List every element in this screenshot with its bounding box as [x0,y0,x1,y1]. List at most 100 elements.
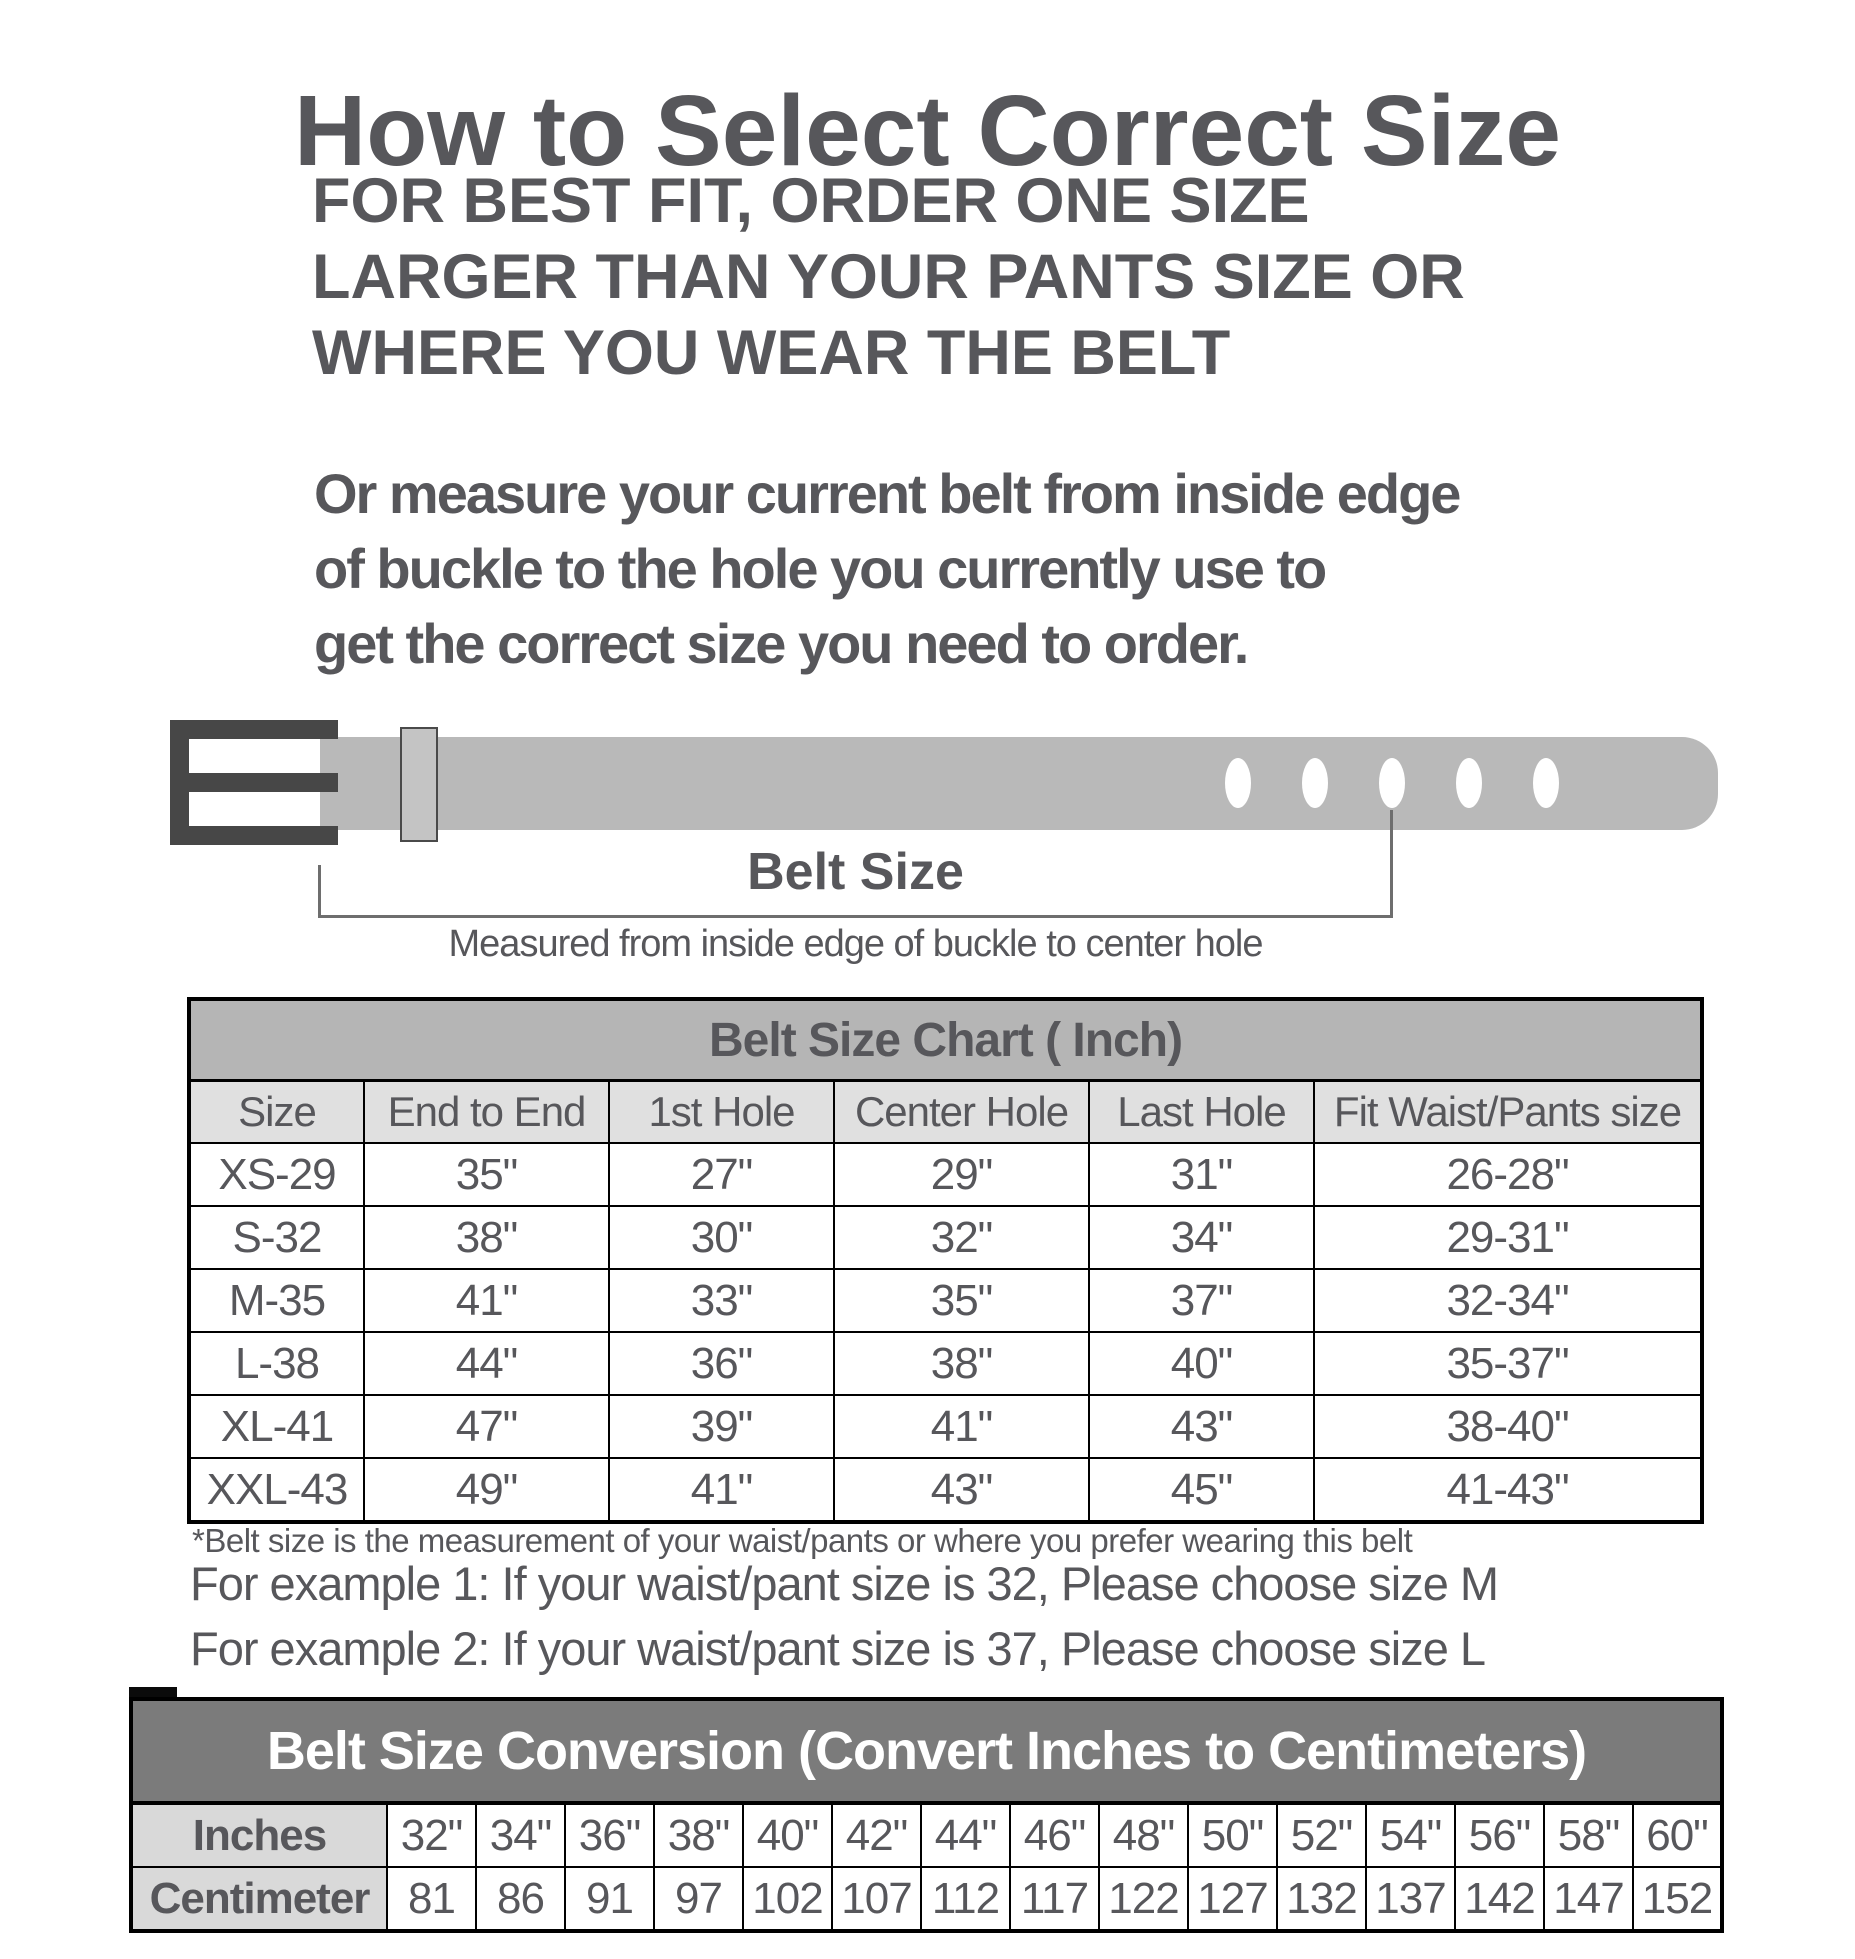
inches-cell: 38" [653,1802,744,1868]
chart-cell: 43" [833,1457,1090,1523]
page-title: How to Select Correct Size [294,75,1561,187]
centimeter-cell: 112 [920,1866,1011,1932]
inches-cell: 48" [1098,1802,1189,1868]
size-row-xl: XL-41 47" 39" 41" 43" 38-40" [188,1394,1704,1459]
centimeter-cell: 132 [1276,1866,1367,1932]
belt-hole [1302,758,1328,808]
inches-cell: 44" [920,1802,1011,1868]
example-2: For example 2: If your waist/pant size i… [190,1622,1486,1675]
chart-cell: M-35 [188,1268,365,1333]
table-corner-mark [129,1687,177,1699]
chart-footnote: *Belt size is the measurement of your wa… [192,1522,1413,1559]
column-header-end-to-end: End to End [363,1079,610,1144]
chart-cell: 45" [1088,1457,1315,1523]
measure-line [318,915,1393,918]
centimeter-cell: 102 [742,1866,833,1932]
chart-cell: 41" [608,1457,835,1523]
inches-cell: 46" [1009,1802,1100,1868]
measure-instructions-line: of buckle to the hole you currently use … [314,537,1327,600]
buckle-prong [170,773,338,792]
centimeter-cell: 86 [475,1866,566,1932]
chart-cell: 31" [1088,1142,1315,1207]
buckle-frame-top [170,720,338,739]
chart-cell: 38-40" [1312,1394,1704,1459]
measure-tick-center-hole [1390,810,1393,918]
row-label-inches: Inches [130,1802,388,1868]
fit-advice-line: WHERE YOU WEAR THE BELT [312,318,1231,388]
chart-cell: XXL-43 [188,1457,365,1523]
size-row-l: L-38 44" 36" 38" 40" 35-37" [188,1331,1704,1396]
chart-cell: S-32 [188,1205,365,1270]
size-row-s: S-32 38" 30" 32" 34" 29-31" [188,1205,1704,1270]
centimeter-cell: 122 [1098,1866,1189,1932]
chart-cell: 41-43" [1312,1457,1704,1523]
chart-cell: 29" [833,1142,1090,1207]
centimeter-cell: 127 [1187,1866,1278,1932]
conversion-chart-table: Belt Size Conversion (Convert Inches to … [129,1697,1725,1933]
inches-cell: 58" [1543,1802,1634,1868]
chart-cell: XL-41 [188,1394,365,1459]
chart-cell: 49" [363,1457,610,1523]
belt-size-label: Belt Size [747,843,964,901]
inches-cell: 52" [1276,1802,1367,1868]
chart-cell: 35-37" [1312,1331,1704,1396]
centimeter-cell: 117 [1009,1866,1100,1932]
belt-size-chart-table: Belt Size Chart ( Inch) Size End to End … [187,997,1705,1524]
measure-instructions-line: Or measure your current belt from inside… [314,462,1461,525]
inches-cell: 60" [1631,1802,1724,1868]
belt-hole [1225,758,1251,808]
fit-advice-heading: FOR BEST FIT, ORDER ONE SIZE LARGER THAN… [312,163,1465,391]
chart-cell: 34" [1088,1205,1315,1270]
centimeter-cell: 107 [831,1866,922,1932]
belt-diagram: Belt Size Measured from inside edge of b… [0,690,1855,990]
chart-cell: 47" [363,1394,610,1459]
belt-strap [320,737,1718,830]
centimeter-cell: 147 [1543,1866,1634,1932]
chart-cell: 35" [363,1142,610,1207]
chart-cell: 40" [1088,1331,1315,1396]
column-header-center-hole: Center Hole [833,1079,1090,1144]
centimeter-cell: 152 [1631,1866,1724,1932]
chart-cell: 32" [833,1205,1090,1270]
belt-hole-center [1379,758,1405,808]
conversion-chart-title: Belt Size Conversion (Convert Inches to … [129,1698,1724,1805]
measure-instructions: Or measure your current belt from inside… [314,456,1461,681]
example-1: For example 1: If your waist/pant size i… [190,1557,1499,1610]
chart-cell: L-38 [188,1331,365,1396]
column-header-size: Size [188,1079,365,1144]
size-chart-title: Belt Size Chart ( Inch) [187,998,1704,1082]
chart-cell: XS-29 [188,1142,365,1207]
measure-instructions-line: get the correct size you need to order. [314,612,1249,675]
centimeter-cell: 91 [564,1866,655,1932]
belt-loop [400,727,438,842]
belt-buckle [170,720,338,845]
chart-cell: 30" [608,1205,835,1270]
chart-cell: 36" [608,1331,835,1396]
chart-cell: 32-34" [1312,1268,1704,1333]
inches-cell: 40" [742,1802,833,1868]
size-row-xxl: XXL-43 49" 41" 43" 45" 41-43" [188,1457,1704,1523]
inches-cell: 32" [386,1802,477,1868]
inches-cell: 34" [475,1802,566,1868]
row-label-centimeter: Centimeter [130,1866,388,1932]
size-row-m: M-35 41" 33" 35" 37" 32-34" [188,1268,1704,1333]
chart-cell: 35" [833,1268,1090,1333]
centimeter-cell: 81 [386,1866,477,1932]
chart-cell: 44" [363,1331,610,1396]
inches-cell: 36" [564,1802,655,1868]
size-row-xs: XS-29 35" 27" 29" 31" 26-28" [188,1142,1704,1207]
centimeter-row: Centimeter 81 86 91 97 102 107 112 117 1… [130,1866,1724,1932]
inches-cell: 54" [1365,1802,1456,1868]
chart-cell: 33" [608,1268,835,1333]
buckle-frame-bottom [170,826,338,845]
column-header-fit-waist: Fit Waist/Pants size [1312,1079,1704,1144]
measure-tick-buckle [318,865,321,918]
column-header-1st-hole: 1st Hole [608,1079,835,1144]
belt-hole [1456,758,1482,808]
centimeter-cell: 142 [1454,1866,1545,1932]
chart-cell: 41" [833,1394,1090,1459]
chart-cell: 38" [833,1331,1090,1396]
chart-cell: 29-31" [1312,1205,1704,1270]
inches-cell: 50" [1187,1802,1278,1868]
inches-cell: 56" [1454,1802,1545,1868]
